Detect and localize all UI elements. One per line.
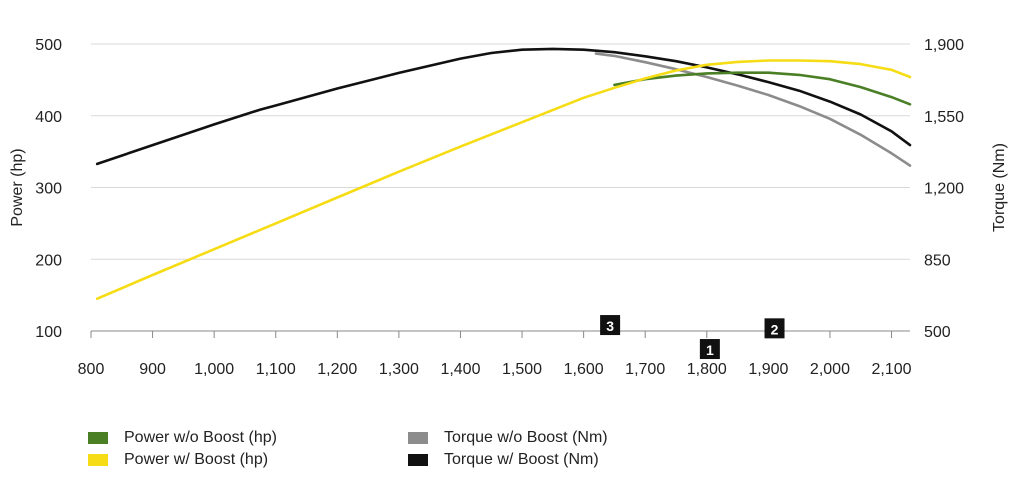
y-tick-label: 500 [35,37,62,54]
y2-tick-label: 850 [924,252,951,269]
legend-swatch-torque-boost [408,454,428,466]
annotation-badge-2 [764,318,785,339]
line-power-boost [95,59,912,300]
x-tick-label: 1,200 [317,361,357,378]
y2-tick-label: 1,900 [924,37,964,54]
legend-label-torque-no-boost: Torque w/o Boost (Nm) [444,429,608,446]
y2-tick-label: 1,550 [924,109,964,126]
x-tick-label: 1,900 [748,361,788,378]
x-tick-label: 2,000 [810,361,850,378]
legend-swatch-torque-no-boost [408,432,428,444]
line-power-no-boost [613,71,912,106]
legend-swatch-power-boost [88,454,108,466]
legend-label-power-no-boost: Power w/o Boost (hp) [124,429,277,446]
legend-item-torque-boost: Torque w/ Boost (Nm) [408,450,599,470]
line-torque-boost [95,47,912,166]
line-torque-no-boost [594,52,912,167]
y-axis-title: Power (hp) [9,148,26,226]
legend-label-torque-boost: Torque w/ Boost (Nm) [444,451,599,468]
chart-legend: Power w/o Boost (hp) Torque w/o Boost (N… [88,428,788,472]
annotation-label-3: 3 [606,318,614,334]
x-tick-label: 1,800 [687,361,727,378]
annotation-label-1: 1 [706,342,714,358]
x-tick-label: 1,700 [625,361,665,378]
y-tick-label: 300 [35,181,62,198]
legend-label-power-boost: Power w/ Boost (hp) [124,451,269,468]
power-torque-chart: 100 200 300 400 500 500 850 1,200 1,550 1,900 800 9… [9,37,1008,378]
y2-tick-label: 1,200 [924,181,964,198]
legend-item-torque-no-boost: Torque w/o Boost (Nm) [408,428,608,448]
y-tick-label: 400 [35,109,62,126]
x-tick-label: 800 [78,361,105,378]
x-tick-label: 1,400 [440,361,480,378]
legend-item-power-no-boost: Power w/o Boost (hp) [88,428,277,448]
x-tick-label: 1,000 [194,361,234,378]
annotation-badge-3 [600,315,621,336]
y2-axis-title: Torque (Nm) [991,143,1008,232]
x-tick-label: 1,600 [564,361,604,378]
annotation-label-2: 2 [771,321,779,337]
y-tick-label: 200 [35,252,62,269]
x-tick-label: 2,100 [872,361,912,378]
y-tick-label: 100 [35,324,62,341]
x-tick-label: 1,100 [256,361,296,378]
x-tick-label: 1,500 [502,361,542,378]
y2-tick-label: 500 [924,324,951,341]
x-tick-label: 900 [139,361,166,378]
legend-swatch-power-no-boost [88,432,108,444]
x-tick-label: 1,300 [379,361,419,378]
annotation-badge-1 [699,339,720,360]
legend-item-power-boost: Power w/ Boost (hp) [88,450,268,470]
